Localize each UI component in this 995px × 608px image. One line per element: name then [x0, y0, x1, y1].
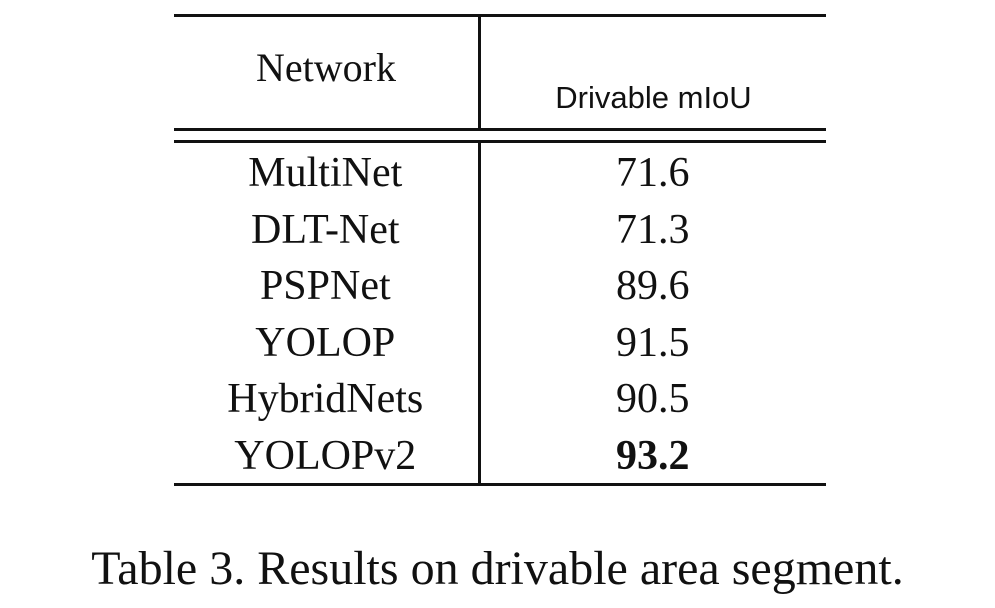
miou-value: 90.5 [616, 376, 690, 423]
column-divider-header [478, 14, 481, 130]
miou-value: 71.6 [616, 150, 690, 197]
column-divider-body [478, 140, 481, 486]
header-network: Network [256, 45, 396, 90]
table-top-rule [174, 14, 826, 17]
network-name: DLT-Net [251, 206, 400, 253]
table-row: DLT-Net 71.3 [174, 202, 826, 259]
header-drivable-miou: Drivable mIoU [555, 80, 752, 115]
table-row: YOLOPv2 93.2 [174, 428, 826, 485]
miou-value: 71.3 [616, 206, 690, 253]
network-name: PSPNet [259, 263, 391, 310]
table-body: MultiNet 71.6 DLT-Net 71.3 PSPNet 89.6 Y… [174, 145, 826, 484]
network-name: HybridNets [227, 376, 424, 423]
table-row: MultiNet 71.6 [174, 145, 826, 202]
table-row: HybridNets 90.5 [174, 371, 826, 428]
table-bottom-rule [174, 483, 826, 486]
network-name: YOLOP [255, 319, 396, 366]
table-row: YOLOP 91.5 [174, 315, 826, 372]
miou-value: 89.6 [616, 263, 690, 310]
network-name: YOLOPv2 [234, 432, 417, 479]
results-table: Network Drivable mIoU MultiNet 71.6 DLT-… [174, 14, 826, 486]
header-rule-lower [174, 140, 826, 143]
table-row: PSPNet 89.6 [174, 258, 826, 315]
table-caption: Table 3. Results on drivable area segmen… [91, 542, 904, 595]
miou-value-best: 93.2 [616, 432, 690, 479]
network-name: MultiNet [248, 150, 403, 197]
miou-value: 91.5 [616, 319, 690, 366]
header-rule-upper [174, 128, 826, 131]
